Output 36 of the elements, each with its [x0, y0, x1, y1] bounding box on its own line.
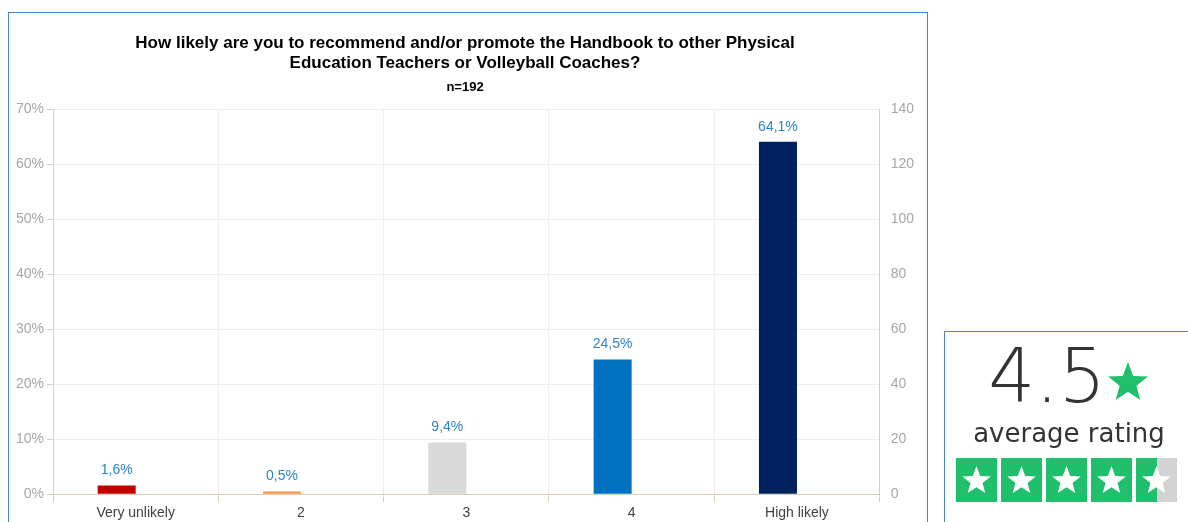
x-tick-label: 4 [627, 504, 636, 521]
y-tick-label: 60% [15, 155, 45, 172]
y2-tick-label: 140 [890, 100, 915, 117]
text: 4.5 [988, 333, 1106, 419]
y-tick-label: 50% [15, 210, 45, 227]
y-tick-label: 20% [15, 375, 45, 392]
chart-subtitle: n=192 [446, 79, 484, 95]
y2-tick-label: 80 [890, 265, 907, 282]
y-tick-label: 40% [15, 265, 45, 282]
data-label: 1,6% [100, 461, 133, 478]
bar [262, 491, 302, 494]
bar [758, 141, 797, 494]
y2-tick-label: 100 [890, 210, 915, 227]
y2-tick-label: 40 [890, 375, 907, 392]
y2-tick-label: 120 [890, 155, 915, 172]
bar [593, 359, 632, 494]
y2-tick-label: 60 [890, 320, 907, 337]
text: How likely are you to recommend and/or promote the Handbook to other Physical [135, 32, 795, 52]
y-tick-label: 70% [15, 100, 45, 117]
y2-tick-label: 20 [890, 430, 907, 447]
x-tick-label: Very unlikely [96, 504, 175, 521]
x-tick-label: 2 [297, 504, 306, 521]
data-label: 0,5% [266, 467, 298, 484]
y-tick-label: 10% [15, 430, 45, 447]
y-tick-label: 30% [15, 320, 45, 337]
y2-tick-label: 0 [890, 485, 899, 502]
bar [428, 442, 467, 494]
data-label: 64,1% [758, 117, 798, 134]
x-tick-label: High likely [765, 504, 829, 521]
bar [97, 485, 136, 494]
x-tick-label: 3 [462, 504, 471, 521]
y-tick-label: 0% [23, 485, 45, 502]
text: Education Teachers or Volleyball Coaches? [289, 53, 641, 73]
data-label: 24,5% [592, 335, 633, 352]
data-label: 9,4% [431, 418, 464, 435]
text: average rating [972, 418, 1166, 448]
